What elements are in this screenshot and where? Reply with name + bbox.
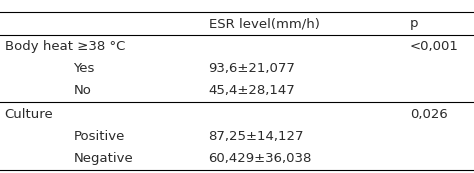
- Text: ESR level(mm/h): ESR level(mm/h): [209, 17, 319, 30]
- Text: 93,6±21,077: 93,6±21,077: [209, 62, 295, 75]
- Text: Positive: Positive: [73, 130, 125, 143]
- Text: 87,25±14,127: 87,25±14,127: [209, 130, 304, 143]
- Text: 60,429±36,038: 60,429±36,038: [209, 152, 312, 166]
- Text: <0,001: <0,001: [410, 40, 459, 53]
- Text: Yes: Yes: [73, 62, 95, 75]
- Text: Negative: Negative: [73, 152, 133, 166]
- Text: Culture: Culture: [5, 108, 54, 121]
- Text: No: No: [73, 84, 91, 97]
- Text: 45,4±28,147: 45,4±28,147: [209, 84, 295, 97]
- Text: 0,026: 0,026: [410, 108, 448, 121]
- Text: Body heat ≥38 °C: Body heat ≥38 °C: [5, 40, 125, 53]
- Text: p: p: [410, 17, 419, 30]
